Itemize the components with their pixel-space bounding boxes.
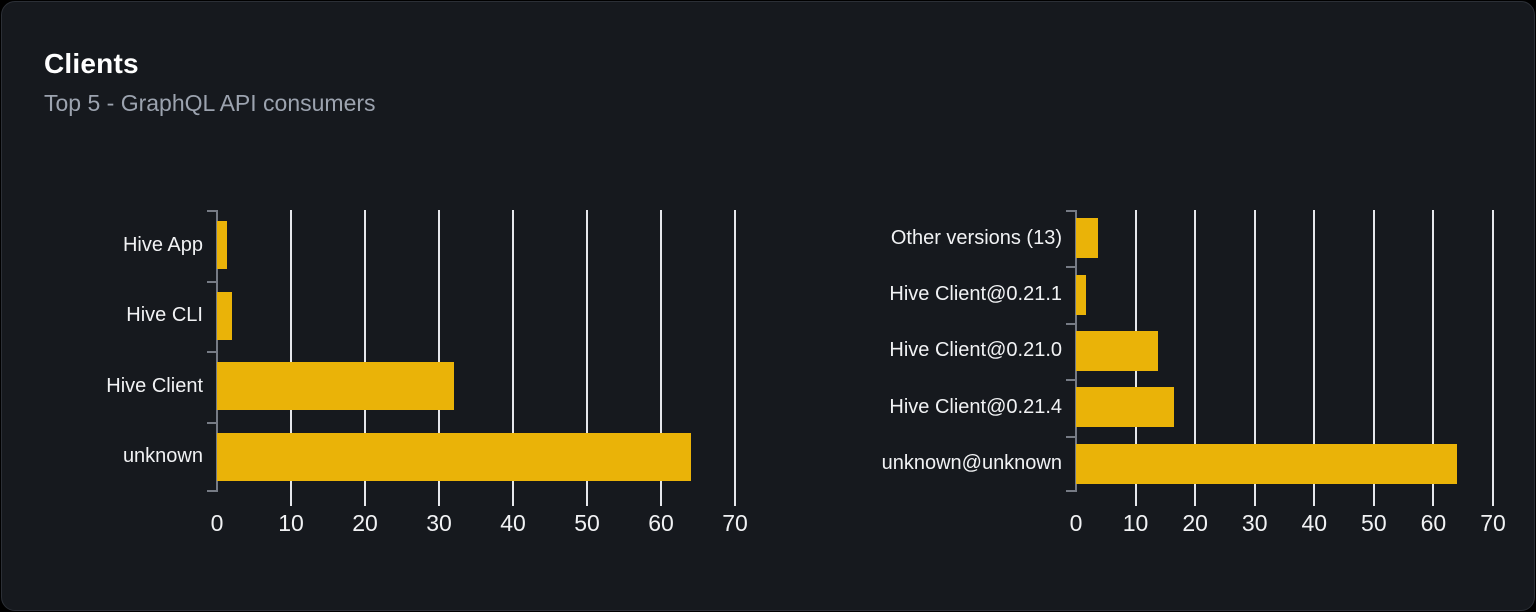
- y-axis-tick: [1066, 266, 1076, 268]
- x-tick-label-20: 20: [1182, 510, 1208, 536]
- y-axis-tick: [207, 210, 217, 212]
- card-header: Clients Top 5 - GraphQL API consumers: [44, 48, 376, 117]
- gridline-40: [512, 210, 514, 506]
- category-label-hive-cli: Hive CLI: [126, 304, 203, 327]
- card-title: Clients: [44, 48, 139, 79]
- category-label-unknown-unknown: unknown@unknown: [881, 452, 1062, 475]
- plot-area: 0 10 20 30 40 50 60 70: [1066, 210, 1506, 544]
- x-tick-label-10: 10: [278, 510, 304, 536]
- bar-hive-client[interactable]: [217, 362, 454, 411]
- x-tick-label-0: 0: [1069, 510, 1083, 536]
- y-axis-tick: [207, 351, 217, 353]
- category-label-unknown: unknown: [122, 445, 203, 468]
- clients-by-version-chart: Other versions (13) Hive Client@0.21.1 Hiv…: [847, 210, 1506, 544]
- plot-area: 0 10 20 30 40 50 60 70: [207, 210, 748, 544]
- x-tick-label-40: 40: [500, 510, 526, 536]
- gridline-20: [1194, 210, 1197, 506]
- x-tick-label-30: 30: [1241, 510, 1268, 536]
- gridline-30: [438, 210, 440, 506]
- y-axis-tick: [207, 281, 217, 283]
- category-label-hive-client: Hive Client: [106, 374, 203, 397]
- gridline-30: [1253, 210, 1256, 506]
- category-axis-labels: Other versions (13) Hive Client@0.21.1 Hiv…: [847, 210, 1076, 544]
- card-subtitle: Top 5 - GraphQL API consumers: [44, 90, 376, 116]
- y-axis-tick: [1066, 210, 1076, 212]
- category-label-other-versions-13: Other versions (13): [890, 226, 1062, 249]
- bar-unknown-unknown[interactable]: [1076, 443, 1458, 484]
- bar-hive-client-0-21-1[interactable]: [1076, 274, 1087, 315]
- clients-by-name-chart: Hive App Hive CLI Hive Client unknown 0 10 20…: [67, 210, 748, 544]
- category-label-hive-client-0-21-4: Hive Client@0.21.4: [889, 395, 1062, 418]
- category-label-hive-app: Hive App: [122, 233, 203, 256]
- bar-hive-client-0-21-0[interactable]: [1076, 331, 1158, 371]
- x-tick-label-40: 40: [1301, 510, 1328, 536]
- x-tick-label-60: 60: [648, 510, 674, 536]
- y-axis-tick: [207, 422, 217, 424]
- y-axis-tick: [207, 490, 217, 492]
- y-axis-tick: [1066, 436, 1076, 438]
- x-tick-label-50: 50: [574, 510, 600, 536]
- x-tick-label-70: 70: [1480, 510, 1506, 536]
- x-tick-label-20: 20: [352, 510, 378, 536]
- y-axis-tick: [1066, 379, 1076, 381]
- gridline-40: [1313, 210, 1316, 506]
- x-tick-label-10: 10: [1122, 510, 1149, 536]
- gridline-70: [734, 210, 736, 506]
- category-label-hive-client-0-21-0: Hive Client@0.21.0: [889, 339, 1062, 362]
- category-label-hive-client-0-21-1: Hive Client@0.21.1: [889, 283, 1062, 306]
- x-tick-label-30: 30: [426, 510, 452, 536]
- category-axis-labels: Hive App Hive CLI Hive Client unknown: [67, 210, 217, 544]
- bar-hive-client-0-21-4[interactable]: [1076, 387, 1174, 428]
- gridline-10: [290, 210, 292, 506]
- x-tick-label-0: 0: [210, 510, 224, 536]
- x-tick-label-60: 60: [1420, 510, 1447, 536]
- y-axis-tick: [1066, 490, 1076, 492]
- bar-unknown[interactable]: [217, 432, 691, 481]
- gridline-70: [1492, 210, 1494, 506]
- gridline-50: [1372, 210, 1375, 506]
- y-axis-tick: [1066, 323, 1076, 325]
- bar-other-versions-13[interactable]: [1076, 218, 1099, 259]
- gridline-60: [1432, 210, 1435, 506]
- gridline-50: [586, 210, 588, 506]
- gridline-20: [364, 210, 366, 506]
- bar-hive-app[interactable]: [217, 221, 227, 270]
- x-tick-label-50: 50: [1361, 510, 1387, 536]
- gridline-60: [660, 210, 662, 506]
- y-axis-line: [216, 210, 218, 492]
- bar-hive-cli[interactable]: [217, 291, 232, 340]
- x-tick-label-70: 70: [722, 510, 748, 536]
